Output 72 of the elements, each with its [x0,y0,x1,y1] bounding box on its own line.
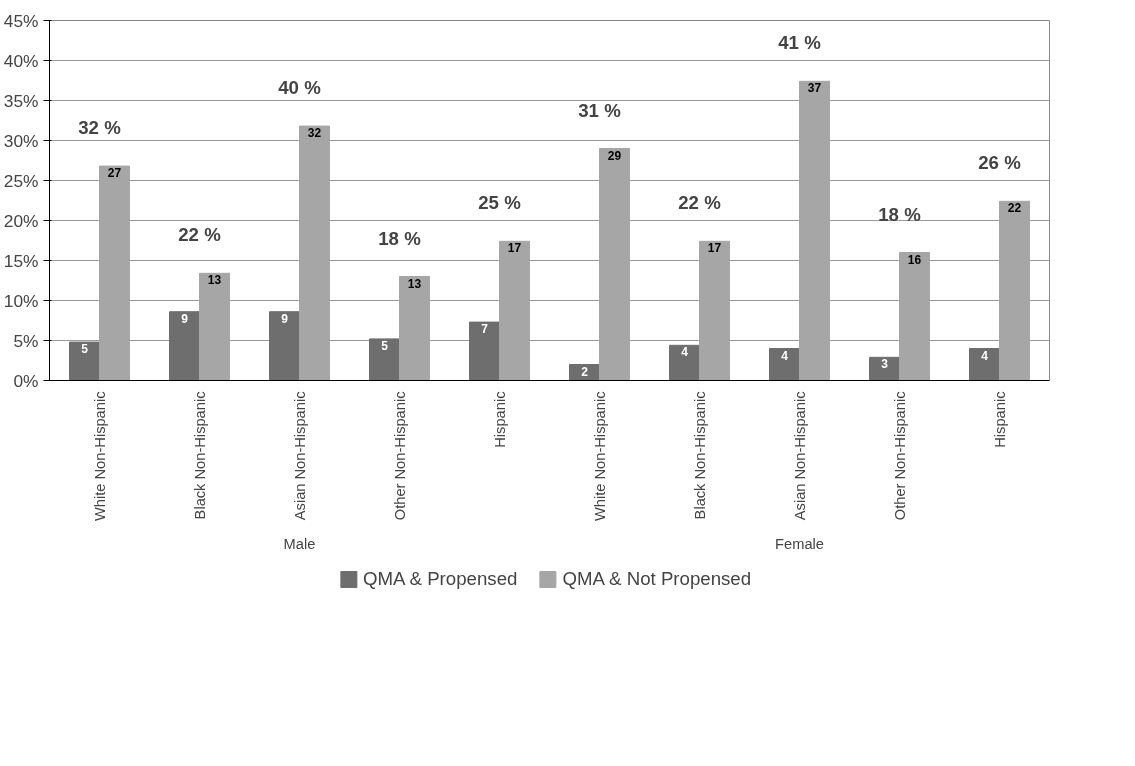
x-tick-label: White Non-Hispanic [591,391,608,522]
annotation: 22 % [678,192,722,214]
bar [69,341,100,381]
data-label: 29 [607,148,622,163]
bar [369,338,400,381]
data-label: 17 [507,241,522,256]
data-label: 7 [481,322,489,337]
x-tick-label: Hispanic [991,391,1008,448]
x-tick-label: Black Non-Hispanic [191,391,208,520]
data-label: 2 [581,364,589,379]
data-label: 16 [907,252,922,267]
y-tick-label: 25% [3,170,39,191]
annotation: 31 % [578,99,622,121]
data-label: 9 [181,311,189,326]
annotation: 32 % [78,117,122,139]
y-tick-label: 30% [3,130,39,151]
annotation: 26 % [978,152,1022,174]
y-tick-label: 0% [13,370,39,391]
data-label: 32 [307,126,322,141]
bar [599,148,630,381]
bar [299,125,330,381]
data-label: 13 [207,273,222,288]
annotation: 25 % [478,192,522,214]
y-tick-label: 40% [3,50,39,71]
legend-label: QMA & Not Propensed [562,568,752,590]
data-label: 17 [707,241,722,256]
bar [769,348,800,381]
y-tick-label: 10% [3,290,39,311]
x-tick-label: Other Non-Hispanic [891,391,908,521]
data-label: 27 [107,166,122,181]
data-label: 13 [407,276,422,291]
data-label: 9 [281,311,289,326]
text: Male [283,535,316,552]
annotation: 22 % [178,224,222,246]
data-label: 4 [781,348,789,363]
bar [399,276,430,381]
y-tick-label: 15% [3,250,39,271]
data-label: 4 [681,345,689,360]
x-tick-label: Hispanic [491,391,508,448]
bar [969,348,1000,381]
bar [469,321,500,381]
bar [269,311,300,381]
data-label: 22 [1007,201,1022,216]
bar [699,240,730,381]
bar [499,240,530,381]
bar [899,252,930,381]
data-label: 4 [981,348,989,363]
text: Female [775,535,824,552]
bar [669,344,700,381]
y-tick-label: 20% [3,210,39,231]
bar [169,311,200,381]
y-tick-label: 5% [13,330,39,351]
legend-label: QMA & Propensed [362,568,518,590]
data-label: 5 [381,338,389,353]
annotation: 41 % [778,32,822,54]
annotation: 18 % [378,227,422,249]
x-tick-label: Black Non-Hispanic [691,391,708,520]
bar [199,272,230,381]
data-label: 3 [881,357,889,372]
y-tick-label: 45% [3,10,39,31]
annotation: 18 % [878,203,922,225]
x-tick-label: Asian Non-Hispanic [791,391,808,521]
x-tick-label: White Non-Hispanic [91,391,108,522]
annotation: 40 % [278,77,322,99]
y-tick-label: 35% [3,90,39,111]
bar [999,200,1030,381]
x-tick-label: Other Non-Hispanic [391,391,408,521]
x-tick-label: Asian Non-Hispanic [291,391,308,521]
bar [799,80,830,381]
data-label: 5 [81,342,89,357]
data-label: 37 [807,81,822,96]
bar [99,165,130,381]
